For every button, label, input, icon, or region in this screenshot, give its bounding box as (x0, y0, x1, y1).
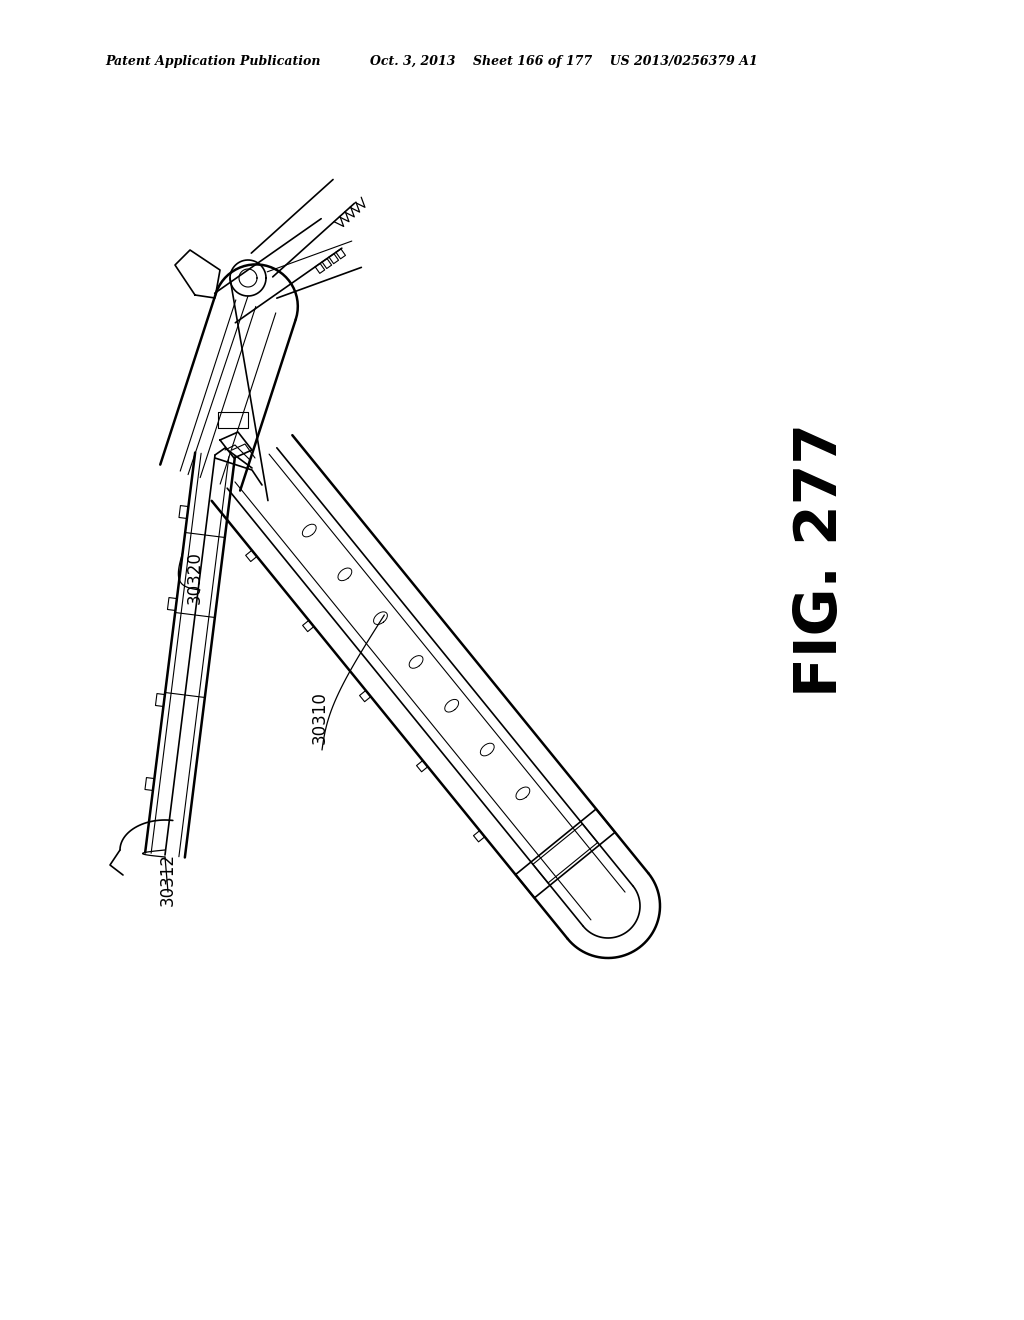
Text: Patent Application Publication: Patent Application Publication (105, 55, 321, 69)
Text: FIG. 277: FIG. 277 (792, 422, 849, 697)
Text: Oct. 3, 2013    Sheet 166 of 177    US 2013/0256379 A1: Oct. 3, 2013 Sheet 166 of 177 US 2013/02… (370, 55, 758, 69)
Text: 30310: 30310 (311, 692, 329, 744)
Text: 30320: 30320 (186, 552, 204, 605)
Text: 30312: 30312 (159, 854, 177, 907)
